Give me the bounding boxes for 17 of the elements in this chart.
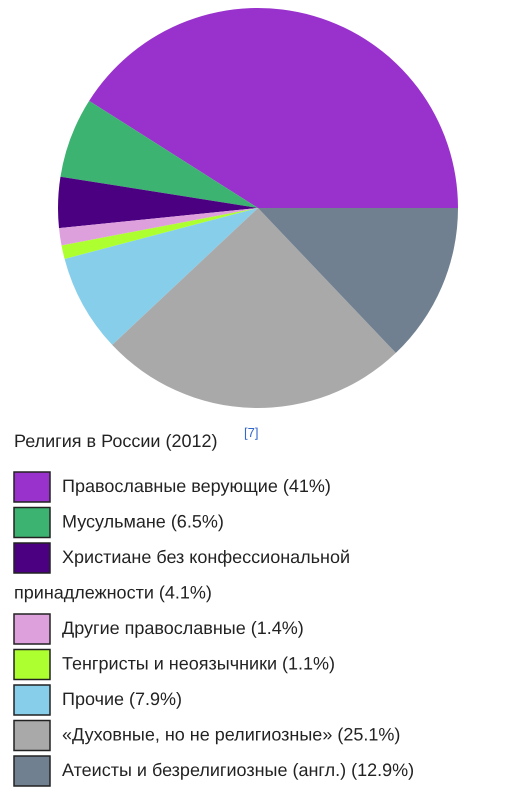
legend-label: Прочие (7.9%)	[62, 689, 182, 709]
pie-slice	[64, 208, 258, 345]
legend-label: Другие православные (1.4%)	[62, 618, 304, 638]
legend-label: Тенгристы и неоязычники (1.1%)	[62, 654, 336, 674]
pie-slice	[258, 208, 458, 353]
pie-slice	[58, 176, 258, 228]
legend-label: Мусульмане (6.5%)	[62, 512, 224, 532]
pie-slice	[62, 208, 258, 259]
chart-title: Религия в России (2012)[7]	[14, 425, 258, 451]
pie-slice	[89, 8, 458, 208]
legend-label: Христиане без конфессиональной принадлежности (4.1%)	[14, 547, 350, 602]
pie-slice	[60, 100, 258, 208]
pie-slice	[112, 208, 396, 408]
pie-slice	[59, 208, 258, 246]
legend-label: Православные верующие (41%)	[62, 476, 331, 496]
legend-label: «Духовные, но не религиозные» (25.1%)	[62, 724, 400, 744]
legend-label: Атеисты и безрелигиозные (англ.) (12.9%)	[62, 760, 414, 780]
